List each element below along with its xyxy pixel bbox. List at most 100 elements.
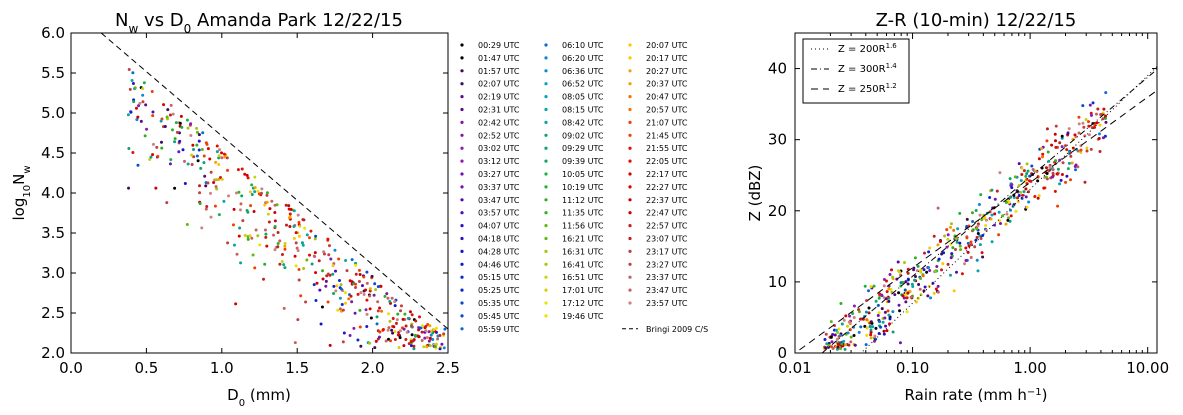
right-data-point — [893, 293, 897, 297]
right-chart: Z-R (10-min) 12/22/15 0.01 0.10 1.00 10.00 … — [746, 10, 1169, 404]
left-data-point — [308, 253, 312, 257]
legend-marker — [460, 120, 464, 124]
right-data-point — [1084, 118, 1088, 122]
right-data-point — [1060, 134, 1064, 138]
left-data-point — [174, 121, 178, 125]
left-data-point — [368, 307, 372, 311]
left-data-point — [198, 191, 202, 195]
right-data-point — [926, 294, 930, 298]
right-data-point — [865, 333, 869, 337]
left-data-point — [354, 272, 358, 276]
left-data-point — [234, 302, 238, 306]
left-data-point — [331, 264, 335, 268]
right-data-point — [958, 241, 962, 245]
left-data-point — [273, 225, 277, 229]
right-data-point — [873, 334, 877, 338]
left-data-point — [200, 226, 204, 230]
left-data-point — [399, 309, 403, 313]
right-data-point — [945, 245, 949, 249]
right-data-point — [1085, 149, 1089, 153]
left-data-point — [151, 114, 155, 118]
zr-line — [799, 89, 1158, 351]
right-data-point — [933, 270, 937, 274]
right-data-point — [949, 225, 953, 229]
left-data-point — [186, 162, 190, 166]
left-data-point — [236, 168, 240, 172]
left-data-point — [318, 288, 322, 292]
left-data-point — [143, 134, 147, 138]
right-data-point — [905, 310, 909, 314]
left-data-point — [412, 347, 416, 351]
right-data-point — [909, 295, 913, 299]
legend-marker — [460, 185, 464, 189]
legend-marker — [628, 262, 632, 266]
left-data-point — [239, 261, 243, 265]
right-chart-title: Z-R (10-min) 12/22/15 — [876, 10, 1077, 31]
left-data-point — [307, 236, 311, 240]
right-data-point — [888, 322, 892, 326]
left-data-point — [354, 285, 358, 289]
left-data-point — [372, 293, 376, 297]
legend-label: 06:10 UTC — [562, 41, 604, 50]
left-data-point — [434, 342, 438, 346]
left-data-point — [332, 292, 336, 296]
left-data-point — [393, 330, 397, 334]
left-data-point — [362, 275, 366, 279]
left-data-point — [225, 156, 229, 160]
right-data-point — [1094, 112, 1098, 116]
right-data-point — [852, 316, 856, 320]
right-data-point — [980, 218, 984, 222]
right-data-point — [979, 193, 983, 197]
left-data-point — [151, 153, 155, 157]
left-data-point — [162, 103, 166, 107]
left-data-point — [288, 212, 292, 216]
right-data-point — [1087, 124, 1091, 128]
left-data-point — [334, 269, 338, 273]
left-data-point — [423, 336, 427, 340]
right-data-point — [1030, 164, 1034, 168]
left-data-point — [275, 203, 279, 207]
left-data-point — [278, 239, 282, 243]
legend-marker — [544, 275, 548, 279]
left-data-point — [310, 262, 314, 266]
legend-label: 23:17 UTC — [646, 247, 688, 256]
left-data-point — [293, 341, 297, 345]
left-data-point — [326, 272, 330, 276]
right-data-point — [1081, 104, 1085, 108]
right-data-point — [1077, 131, 1081, 135]
left-data-point — [132, 100, 136, 104]
right-data-point — [928, 269, 932, 273]
right-data-point — [935, 264, 939, 268]
right-data-point — [859, 325, 863, 329]
left-data-point — [144, 103, 148, 107]
left-data-point — [365, 298, 369, 302]
left-data-point — [327, 244, 331, 248]
left-data-point — [374, 288, 378, 292]
legend-label: 03:27 UTC — [478, 170, 520, 179]
legend-label: 08:15 UTC — [562, 106, 604, 115]
left-data-point — [282, 263, 286, 267]
left-data-point — [333, 248, 337, 252]
right-data-point — [864, 310, 868, 314]
left-data-point — [190, 163, 194, 167]
left-data-point — [243, 172, 247, 176]
left-data-point — [212, 181, 216, 185]
left-data-point — [328, 343, 332, 347]
left-data-point — [368, 294, 372, 298]
legend-label: 22:57 UTC — [646, 222, 688, 231]
right-data-point — [936, 290, 940, 294]
left-data-point — [280, 259, 284, 263]
right-data-point — [906, 271, 910, 275]
left-x-tick-label: 0.5 — [134, 359, 158, 377]
left-data-point — [354, 282, 358, 286]
right-data-point — [998, 171, 1002, 175]
right-data-point — [936, 243, 940, 247]
right-data-point — [853, 343, 857, 347]
right-data-point — [872, 284, 876, 288]
right-data-point — [932, 234, 936, 238]
legend-marker — [460, 107, 464, 112]
left-data-point — [427, 339, 431, 343]
left-data-point — [250, 183, 254, 187]
left-data-point — [178, 139, 182, 143]
zr-line — [821, 69, 1158, 354]
